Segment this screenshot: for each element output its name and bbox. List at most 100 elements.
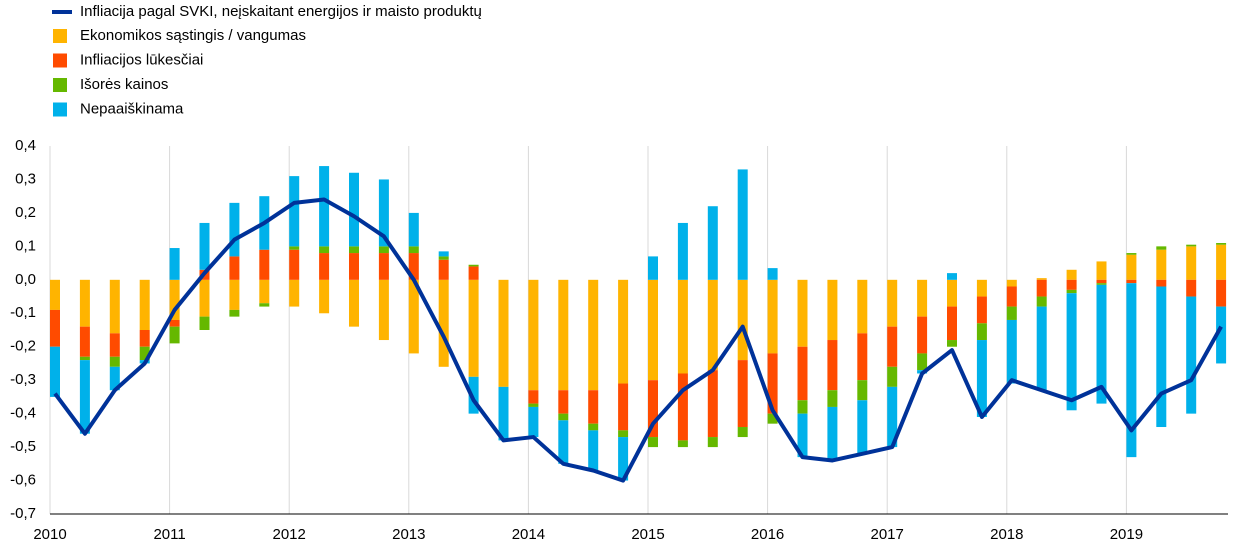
bar-segment [707,370,718,438]
bar-segment [528,390,539,404]
legend-label: Išorės kainos [80,76,168,93]
bar-segment [857,333,868,381]
bar-segment [438,259,449,280]
bar-segment [827,340,838,391]
bar-segment [1006,319,1017,384]
bar-segment [1066,279,1077,290]
bar-segment [1216,244,1227,280]
bar-segment [109,279,120,334]
bar-segment [618,279,629,384]
bar-segment [976,323,987,341]
bar-segment [857,380,868,401]
bar-segment [319,279,330,314]
bar-segment [289,249,300,280]
bar-segment [109,366,120,391]
bar-segment [79,326,90,357]
bar-segment [618,430,629,438]
bar-segment [797,400,808,414]
bar-segment [976,279,987,297]
bar-segment [797,279,808,347]
bar-segment [1186,296,1197,414]
bar-segment [588,423,599,431]
bar-segment [378,246,389,254]
bar-segment [169,279,180,320]
bar-segment [438,256,449,260]
bar-segment [528,279,539,391]
bar-segment [887,366,898,387]
legend-label: Ekonomikos sąstingis / vangumas [80,27,306,44]
bar-segment [1066,269,1077,280]
bar-segment [378,253,389,280]
bar-segment [767,279,778,354]
bar-segment [408,253,419,280]
x-tick-label: 2019 [1110,526,1143,543]
bar-segment [1006,306,1017,320]
bar-segment [1126,254,1137,280]
bar-segment [259,249,270,280]
bar-segment [976,340,987,417]
bar-segment [1096,284,1107,404]
bar-segment [827,279,838,341]
bar-segment [976,296,987,324]
bar-segment [438,251,449,257]
bar-segment [1066,289,1077,294]
y-tick-label: -0,2 [10,338,36,355]
bar-segment [797,346,808,401]
bar-segment [677,279,688,374]
bar-segment [79,360,90,434]
bar-segment [797,413,808,458]
x-tick-label: 2014 [512,526,545,543]
bar-segment [618,437,629,481]
y-tick-label: 0,3 [15,170,36,187]
y-tick-label: -0,3 [10,371,36,388]
y-tick-label: -0,1 [10,304,36,321]
legend-swatch [53,29,67,43]
legend-label: Nepaaiškinama [80,100,184,117]
legend-swatch [53,102,67,117]
bar-segment [1216,279,1227,307]
bar-segment [1156,246,1167,250]
bar-segment [528,403,539,407]
bar-segment [109,356,120,367]
bar-segment [1096,283,1107,285]
bar-segment [139,346,150,361]
bar-segment [468,376,479,414]
y-tick-label: 0,2 [15,204,36,221]
bar-segment [677,222,688,280]
x-tick-label: 2011 [153,526,185,543]
bar-segment [378,179,389,247]
bar-segment [558,420,569,464]
bar-segment [1156,286,1167,428]
bar-segment [707,279,718,371]
bar-segment [707,206,718,280]
bar-segment [468,266,479,280]
bar-segment [588,430,599,471]
x-tick-label: 2017 [871,526,904,543]
bar-segment [767,268,778,280]
bar-segment [648,380,658,438]
y-tick-label: -0,6 [10,472,36,489]
bar-segment [1066,293,1077,411]
x-tick-label: 2018 [990,526,1023,543]
bar-segment [1006,279,1017,287]
bar-segment [349,253,359,280]
bar-segment [259,279,270,304]
bar-segment [199,316,210,330]
bar-segment [827,406,838,461]
bar-segment [169,319,180,327]
bar-segment [1216,243,1227,245]
bar-segment [1186,244,1197,247]
x-tick-label: 2016 [751,526,784,543]
bar-segment [199,222,210,270]
bar-segment [707,437,718,448]
bar-segment [1006,286,1017,307]
bar-segment [887,326,898,367]
bar-segment [468,279,479,377]
bar-segment [1036,306,1047,391]
bar-segment [139,279,150,330]
x-tick-label: 2010 [33,526,66,543]
bar-segment [498,279,509,387]
bar-segment [558,279,569,391]
bar-segment [169,248,180,280]
